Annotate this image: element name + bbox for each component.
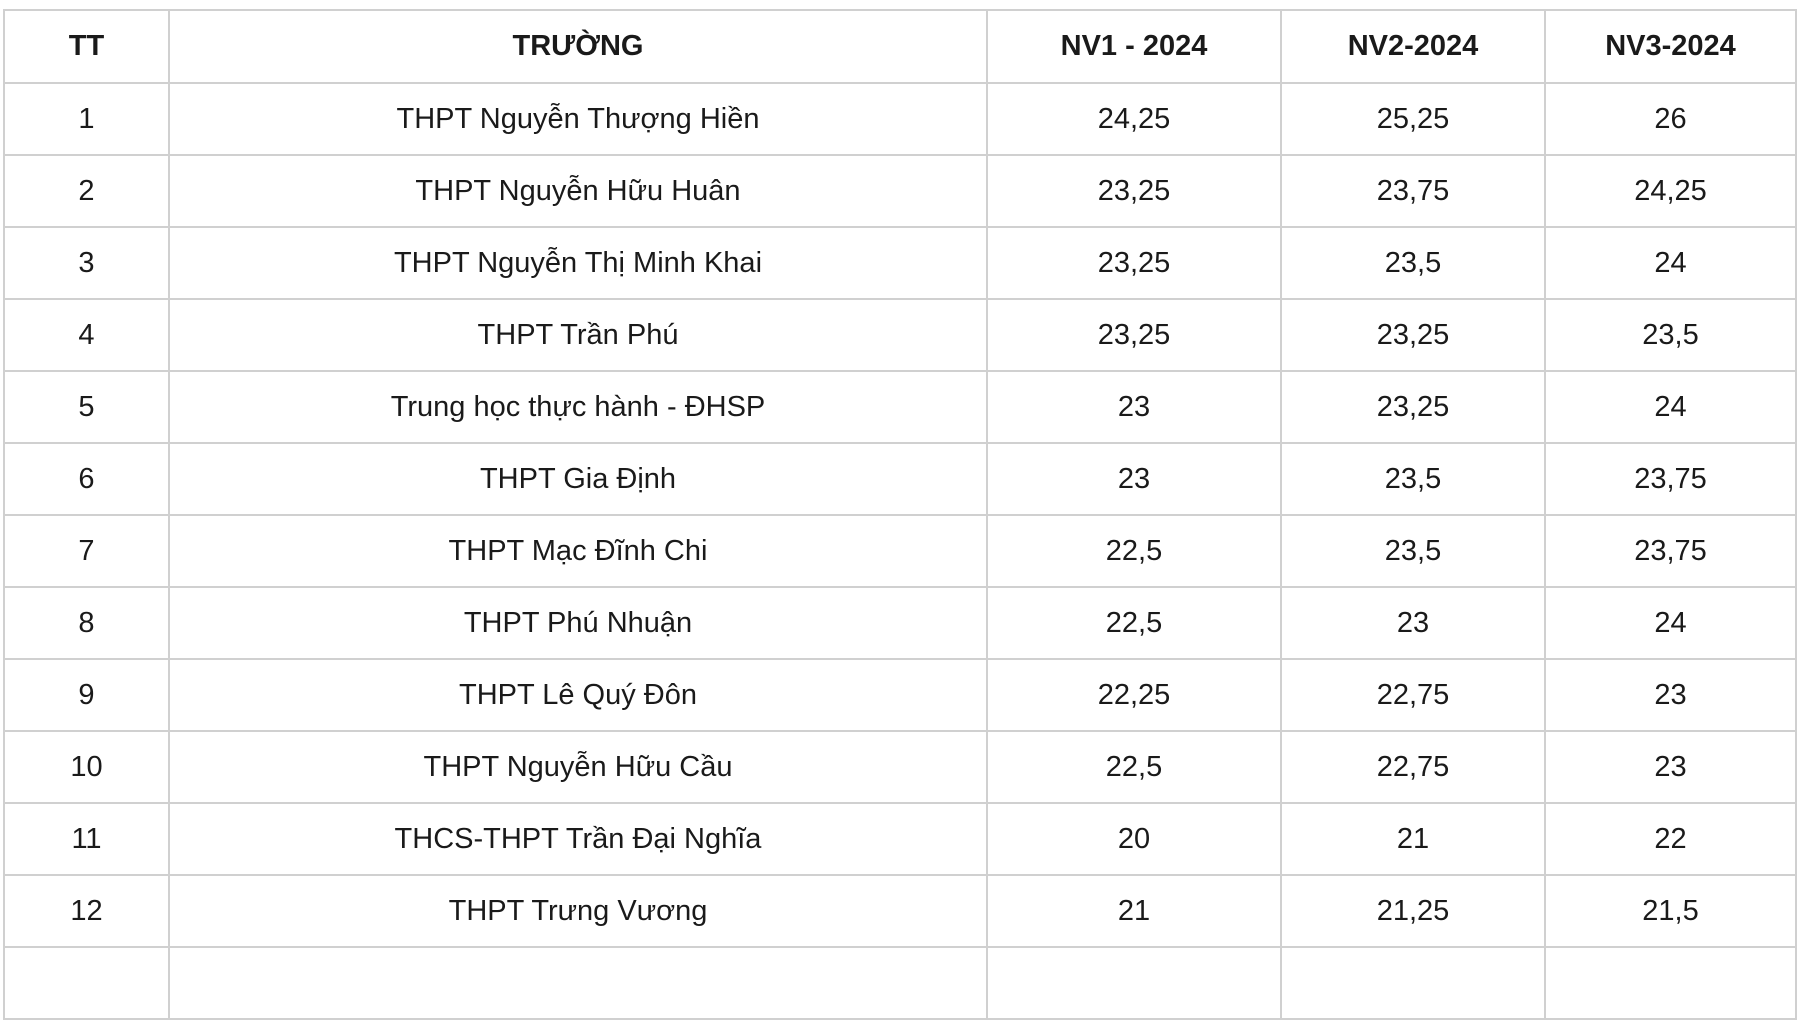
table-row: 6 THPT Gia Định 23 23,5 23,75 xyxy=(3,442,1797,516)
cell-nv1: 22,5 xyxy=(986,514,1282,588)
cell-nv1: 23,25 xyxy=(986,154,1282,228)
cell-school: THCS-THPT Trần Đại Nghĩa xyxy=(168,802,988,876)
cell-school: THPT Gia Định xyxy=(168,442,988,516)
cell-school: THPT Nguyễn Hữu Huân xyxy=(168,154,988,228)
cell-tt: 11 xyxy=(3,802,170,876)
table-row: 3 THPT Nguyễn Thị Minh Khai 23,25 23,5 2… xyxy=(3,226,1797,300)
cell-school: THPT Trưng Vương xyxy=(168,874,988,948)
cell-nv2: 25,25 xyxy=(1280,82,1546,156)
table-row: 7 THPT Mạc Đĩnh Chi 22,5 23,5 23,75 xyxy=(3,514,1797,588)
table-row: 1 THPT Nguyễn Thượng Hiền 24,25 25,25 26 xyxy=(3,82,1797,156)
table-row: 11 THCS-THPT Trần Đại Nghĩa 20 21 22 xyxy=(3,802,1797,876)
cell-nv3: 23,75 xyxy=(1544,514,1797,588)
cell-school: THPT Trần Phú xyxy=(168,298,988,372)
cell-nv2: 23,75 xyxy=(1280,154,1546,228)
cell-tt: 1 xyxy=(3,82,170,156)
cell-nv1: 24,25 xyxy=(986,82,1282,156)
cell-nv1: 23,25 xyxy=(986,226,1282,300)
cell-school: THPT Phú Nhuận xyxy=(168,586,988,660)
cell-nv2: 21,25 xyxy=(1280,874,1546,948)
cell-nv1: 22,25 xyxy=(986,658,1282,732)
cell-nv3: 23 xyxy=(1544,658,1797,732)
cell-nv2: 23,5 xyxy=(1280,442,1546,516)
cell-school xyxy=(168,946,988,1020)
table-row: 8 THPT Phú Nhuận 22,5 23 24 xyxy=(3,586,1797,660)
cell-nv1: 23,25 xyxy=(986,298,1282,372)
cell-nv1: 22,5 xyxy=(986,730,1282,804)
cell-tt: 3 xyxy=(3,226,170,300)
table-row: 5 Trung học thực hành - ĐHSP 23 23,25 24 xyxy=(3,370,1797,444)
cell-tt: 5 xyxy=(3,370,170,444)
cell-nv3: 24 xyxy=(1544,370,1797,444)
cell-nv1: 23 xyxy=(986,370,1282,444)
cell-tt: 12 xyxy=(3,874,170,948)
cell-nv2: 23,5 xyxy=(1280,226,1546,300)
col-header-school: TRƯỜNG xyxy=(168,9,988,84)
cell-tt: 8 xyxy=(3,586,170,660)
cell-tt: 4 xyxy=(3,298,170,372)
cell-nv3: 24 xyxy=(1544,226,1797,300)
table-row: 10 THPT Nguyễn Hữu Cầu 22,5 22,75 23 xyxy=(3,730,1797,804)
col-header-nv3: NV3-2024 xyxy=(1544,9,1797,84)
cell-tt: 6 xyxy=(3,442,170,516)
cell-nv3: 22 xyxy=(1544,802,1797,876)
cell-nv1: 21 xyxy=(986,874,1282,948)
cell-tt: 7 xyxy=(3,514,170,588)
cell-nv2: 23,5 xyxy=(1280,514,1546,588)
table-body: 1 THPT Nguyễn Thượng Hiền 24,25 25,25 26… xyxy=(3,82,1797,1020)
cell-nv3: 24 xyxy=(1544,586,1797,660)
cell-nv3: 26 xyxy=(1544,82,1797,156)
cell-nv2: 23,25 xyxy=(1280,298,1546,372)
cell-nv1: 22,5 xyxy=(986,586,1282,660)
table-row: 12 THPT Trưng Vương 21 21,25 21,5 xyxy=(3,874,1797,948)
table-row: 9 THPT Lê Quý Đôn 22,25 22,75 23 xyxy=(3,658,1797,732)
table-row: 2 THPT Nguyễn Hữu Huân 23,25 23,75 24,25 xyxy=(3,154,1797,228)
cell-school: Trung học thực hành - ĐHSP xyxy=(168,370,988,444)
cell-nv2: 21 xyxy=(1280,802,1546,876)
cell-tt: 9 xyxy=(3,658,170,732)
admission-scores-table: TT TRƯỜNG NV1 - 2024 NV2-2024 NV3-2024 1… xyxy=(3,9,1797,1020)
cell-tt: 10 xyxy=(3,730,170,804)
cell-nv3: 24,25 xyxy=(1544,154,1797,228)
cell-school: THPT Nguyễn Hữu Cầu xyxy=(168,730,988,804)
cell-school: THPT Mạc Đĩnh Chi xyxy=(168,514,988,588)
col-header-nv1: NV1 - 2024 xyxy=(986,9,1282,84)
cell-nv1 xyxy=(986,946,1282,1020)
cell-nv3: 23,5 xyxy=(1544,298,1797,372)
cell-tt: 2 xyxy=(3,154,170,228)
cell-nv2: 22,75 xyxy=(1280,658,1546,732)
cell-nv1: 23 xyxy=(986,442,1282,516)
cell-school: THPT Nguyễn Thượng Hiền xyxy=(168,82,988,156)
cell-nv3: 21,5 xyxy=(1544,874,1797,948)
table-row-partial xyxy=(3,946,1797,1020)
header-row: TT TRƯỜNG NV1 - 2024 NV2-2024 NV3-2024 xyxy=(3,9,1797,84)
cell-nv3: 23 xyxy=(1544,730,1797,804)
col-header-tt: TT xyxy=(3,9,170,84)
cell-school: THPT Lê Quý Đôn xyxy=(168,658,988,732)
cell-school: THPT Nguyễn Thị Minh Khai xyxy=(168,226,988,300)
cell-nv2: 23 xyxy=(1280,586,1546,660)
cell-tt xyxy=(3,946,170,1020)
cell-nv2: 22,75 xyxy=(1280,730,1546,804)
cell-nv1: 20 xyxy=(986,802,1282,876)
cell-nv2: 23,25 xyxy=(1280,370,1546,444)
cell-nv2 xyxy=(1280,946,1546,1020)
col-header-nv2: NV2-2024 xyxy=(1280,9,1546,84)
table-header: TT TRƯỜNG NV1 - 2024 NV2-2024 NV3-2024 xyxy=(3,9,1797,84)
cell-nv3: 23,75 xyxy=(1544,442,1797,516)
table-row: 4 THPT Trần Phú 23,25 23,25 23,5 xyxy=(3,298,1797,372)
cell-nv3 xyxy=(1544,946,1797,1020)
